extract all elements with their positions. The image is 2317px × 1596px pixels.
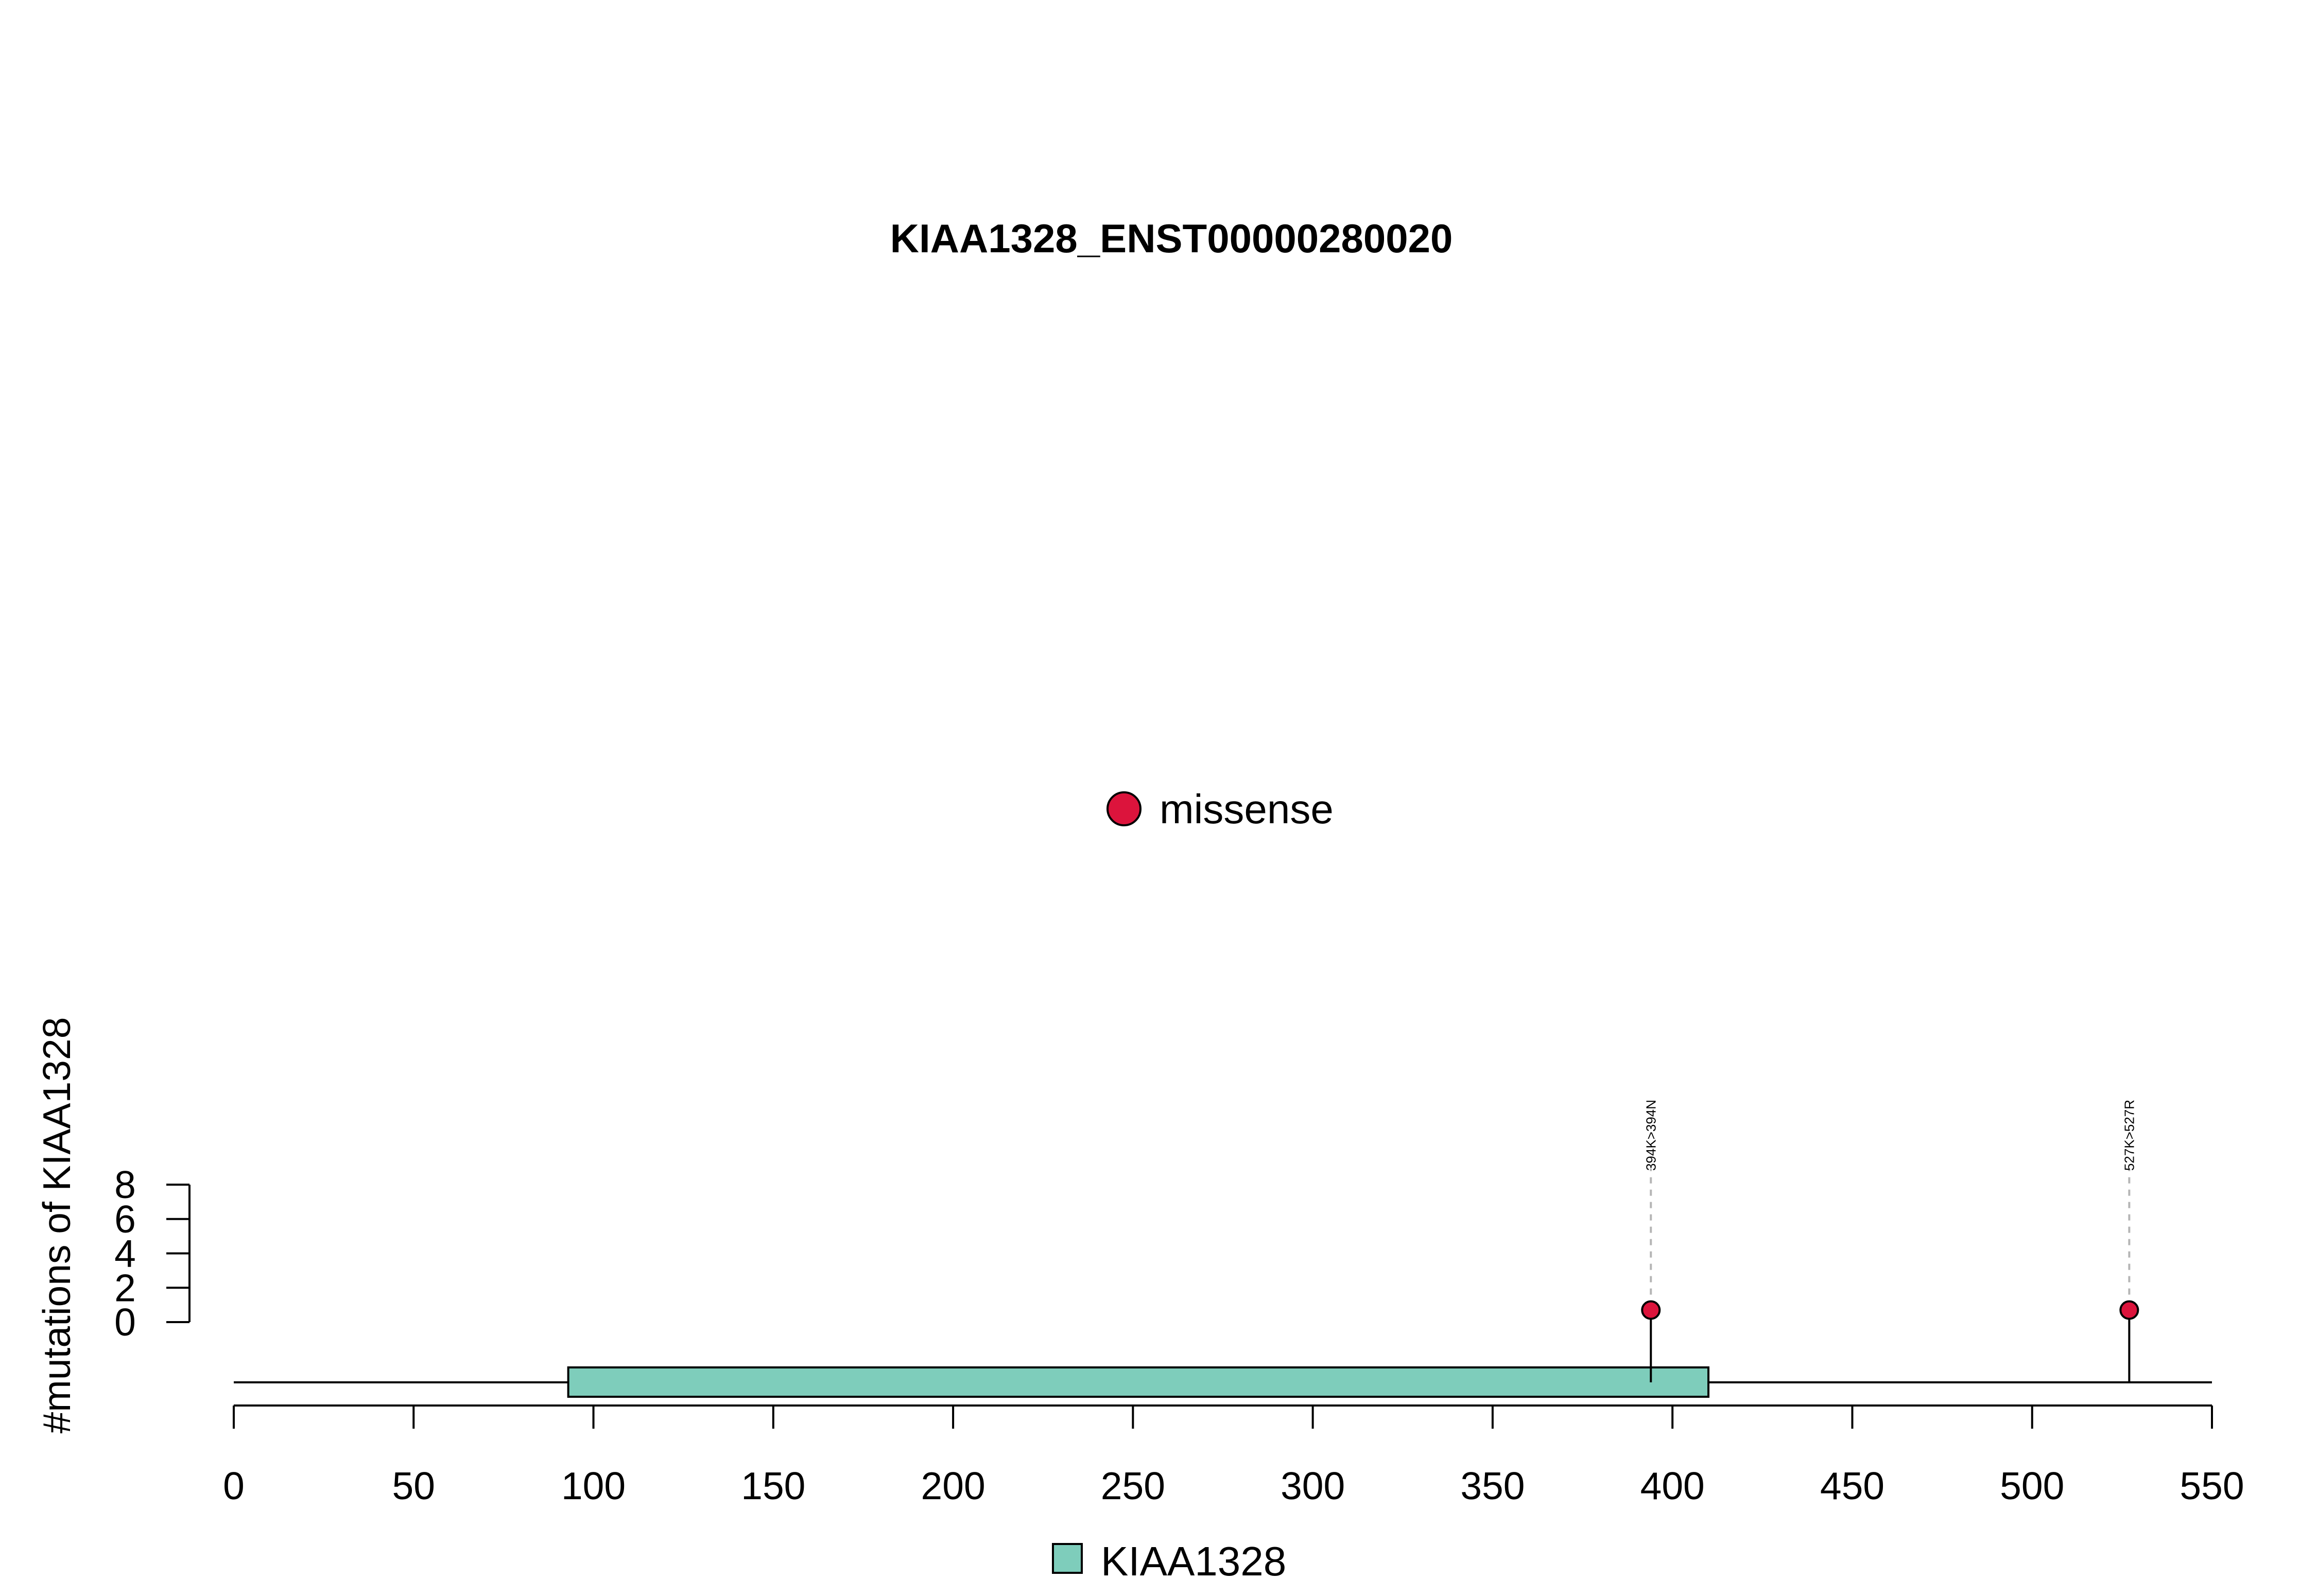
mutation-lollipop: 527K>527R bbox=[2119, 1100, 2139, 1382]
x-tick-label: 400 bbox=[1640, 1464, 1705, 1507]
x-tick-label: 500 bbox=[2000, 1464, 2064, 1507]
domain-kiaa1328 bbox=[567, 1366, 1710, 1398]
mutation-dot bbox=[2119, 1300, 2139, 1320]
domain-layer bbox=[567, 1366, 1710, 1398]
mutation-layer: 394K>394N 527K>527R bbox=[1641, 1100, 2139, 1382]
x-tick-label: 350 bbox=[1460, 1464, 1525, 1507]
mutation-dot bbox=[1641, 1300, 1661, 1320]
x-axis: 0 50 100 150 200 250 300 350 400 450 500 550 bbox=[223, 1404, 2244, 1507]
x-tick-label: 50 bbox=[392, 1464, 435, 1507]
x-tick-label: 450 bbox=[1820, 1464, 1884, 1507]
y-tick-label: 0 bbox=[114, 1300, 136, 1344]
y-tick-label: 8 bbox=[114, 1163, 136, 1206]
x-tick-label: 550 bbox=[2180, 1464, 2244, 1507]
y-tick-label: 6 bbox=[114, 1198, 136, 1241]
y-tick-label: 4 bbox=[114, 1232, 136, 1275]
x-tick-label: 200 bbox=[921, 1464, 985, 1507]
x-tick-label: 0 bbox=[223, 1464, 245, 1507]
x-tick-label: 100 bbox=[561, 1464, 626, 1507]
mutation-lollipop: 394K>394N bbox=[1641, 1100, 1661, 1382]
domain-legend-swatch bbox=[1052, 1543, 1083, 1574]
y-tick-label: 2 bbox=[114, 1266, 136, 1309]
domain-legend: KIAA1328 bbox=[1052, 1538, 1286, 1584]
x-ticks: 0 50 100 150 200 250 300 350 400 450 500 550 bbox=[223, 1406, 2244, 1507]
y-axis-label: #mutations of KIAA1328 bbox=[35, 1017, 78, 1434]
mutation-label: 394K>394N bbox=[1643, 1100, 1658, 1171]
domain-legend-label: KIAA1328 bbox=[1101, 1538, 1286, 1584]
x-tick-label: 300 bbox=[1281, 1464, 1345, 1507]
mutation-legend: missense bbox=[1106, 786, 1334, 832]
x-tick-label: 150 bbox=[741, 1464, 805, 1507]
missense-legend-label: missense bbox=[1160, 786, 1334, 832]
missense-legend-dot bbox=[1106, 791, 1142, 826]
chart-title: KIAA1328_ENST00000280020 bbox=[890, 216, 1453, 261]
mutation-label: 527K>527R bbox=[2121, 1100, 2137, 1171]
x-tick-label: 250 bbox=[1101, 1464, 1165, 1507]
